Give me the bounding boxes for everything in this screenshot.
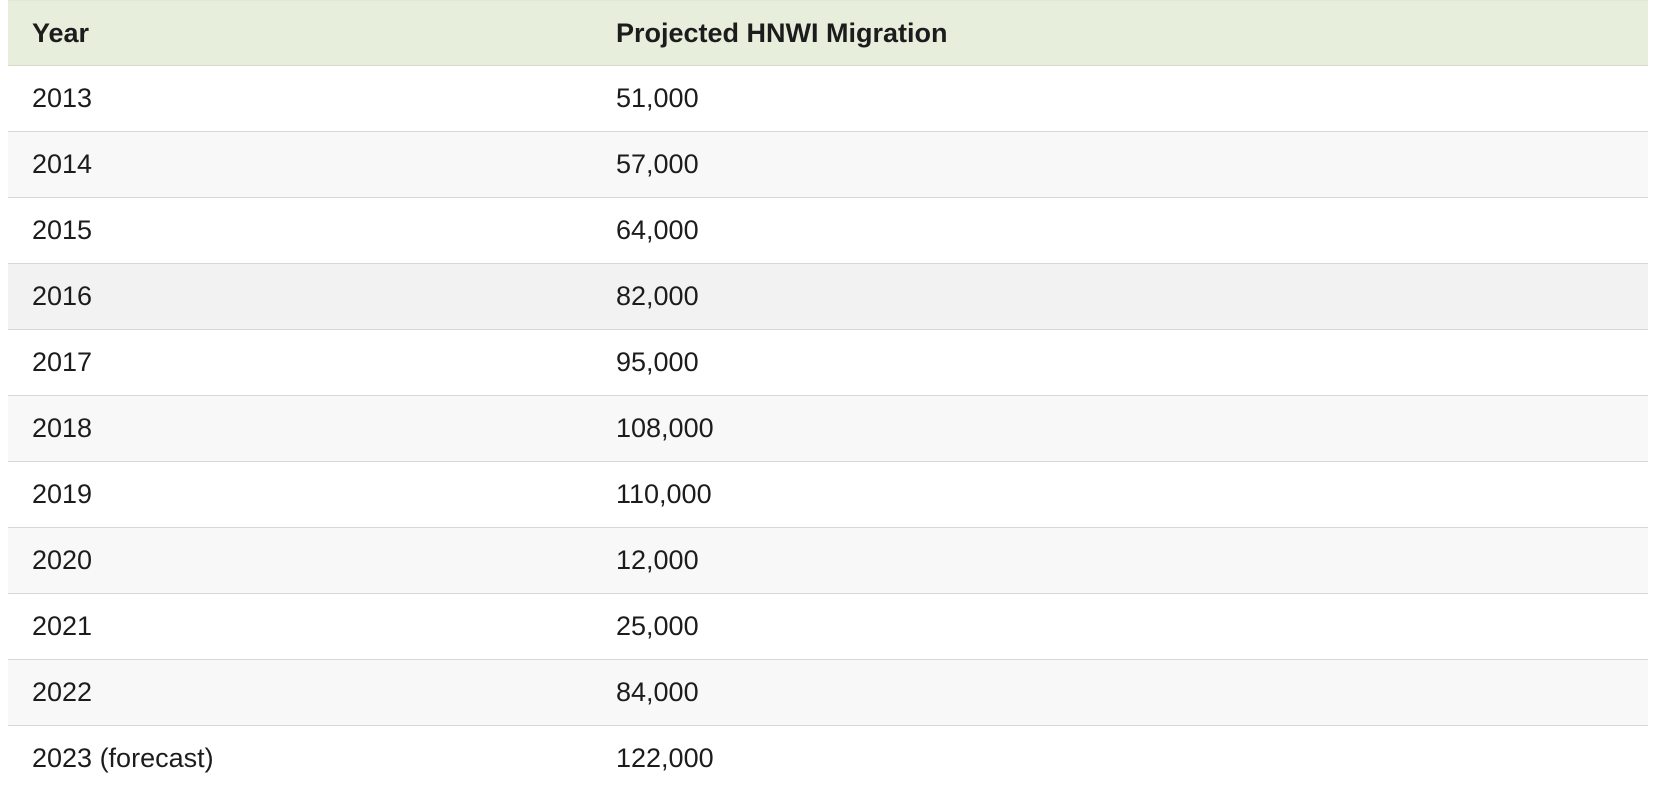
table-header: Year Projected HNWI Migration <box>8 0 1648 66</box>
table-row[interactable]: 2023 (forecast) 122,000 <box>8 725 1648 792</box>
migration-value-cell: 51,000 <box>616 83 699 113</box>
year-cell: 2021 <box>32 611 93 641</box>
table-row[interactable]: 2018 108,000 <box>8 395 1648 462</box>
year-cell: 2023 (forecast) <box>32 743 214 774</box>
migration-value-cell: 64,000 <box>616 215 699 245</box>
table-row[interactable]: 2013 51,000 <box>8 65 1648 132</box>
header-row: Year Projected HNWI Migration <box>8 0 1648 66</box>
column-header-year[interactable]: Year <box>8 0 592 66</box>
table-row[interactable]: 2019 110,000 <box>8 461 1648 528</box>
table-row[interactable]: 2014 57,000 <box>8 131 1648 198</box>
migration-value-cell: 110,000 <box>616 479 712 509</box>
year-cell: 2015 <box>32 215 93 245</box>
table-row[interactable]: 2017 95,000 <box>8 329 1648 396</box>
year-cell: 2016 <box>32 281 93 311</box>
table-body: 2013 51,000 2014 57,000 2015 64,000 2016 82,000… <box>8 65 1648 792</box>
year-cell: 2018 <box>32 413 93 443</box>
year-cell: 2020 <box>32 545 93 575</box>
hnwi-migration-table: Year Projected HNWI Migration 2013 51,000… <box>8 0 1648 792</box>
migration-value-cell: 122,000 <box>616 743 714 774</box>
year-cell: 2017 <box>32 347 93 377</box>
year-cell: 2019 <box>32 479 93 509</box>
table-row[interactable]: 2022 84,000 <box>8 659 1648 726</box>
table-row[interactable]: 2016 82,000 <box>8 263 1648 330</box>
data-table-container: Year Projected HNWI Migration 2013 51,000… <box>8 0 1648 792</box>
year-cell: 2014 <box>32 149 93 179</box>
year-cell: 2022 <box>32 677 93 707</box>
migration-value-cell: 108,000 <box>616 413 714 443</box>
year-cell: 2013 <box>32 83 93 113</box>
migration-value-cell: 95,000 <box>616 347 699 377</box>
migration-value-cell: 57,000 <box>616 149 699 179</box>
migration-value-cell: 84,000 <box>616 677 699 707</box>
migration-value-cell: 12,000 <box>616 545 699 575</box>
table-row[interactable]: 2021 25,000 <box>8 593 1648 660</box>
migration-value-cell: 25,000 <box>616 611 699 641</box>
table-row[interactable]: 2020 12,000 <box>8 527 1648 594</box>
migration-value-cell: 82,000 <box>616 281 699 311</box>
column-header-migration[interactable]: Projected HNWI Migration <box>592 0 1648 66</box>
table-row[interactable]: 2015 64,000 <box>8 197 1648 264</box>
